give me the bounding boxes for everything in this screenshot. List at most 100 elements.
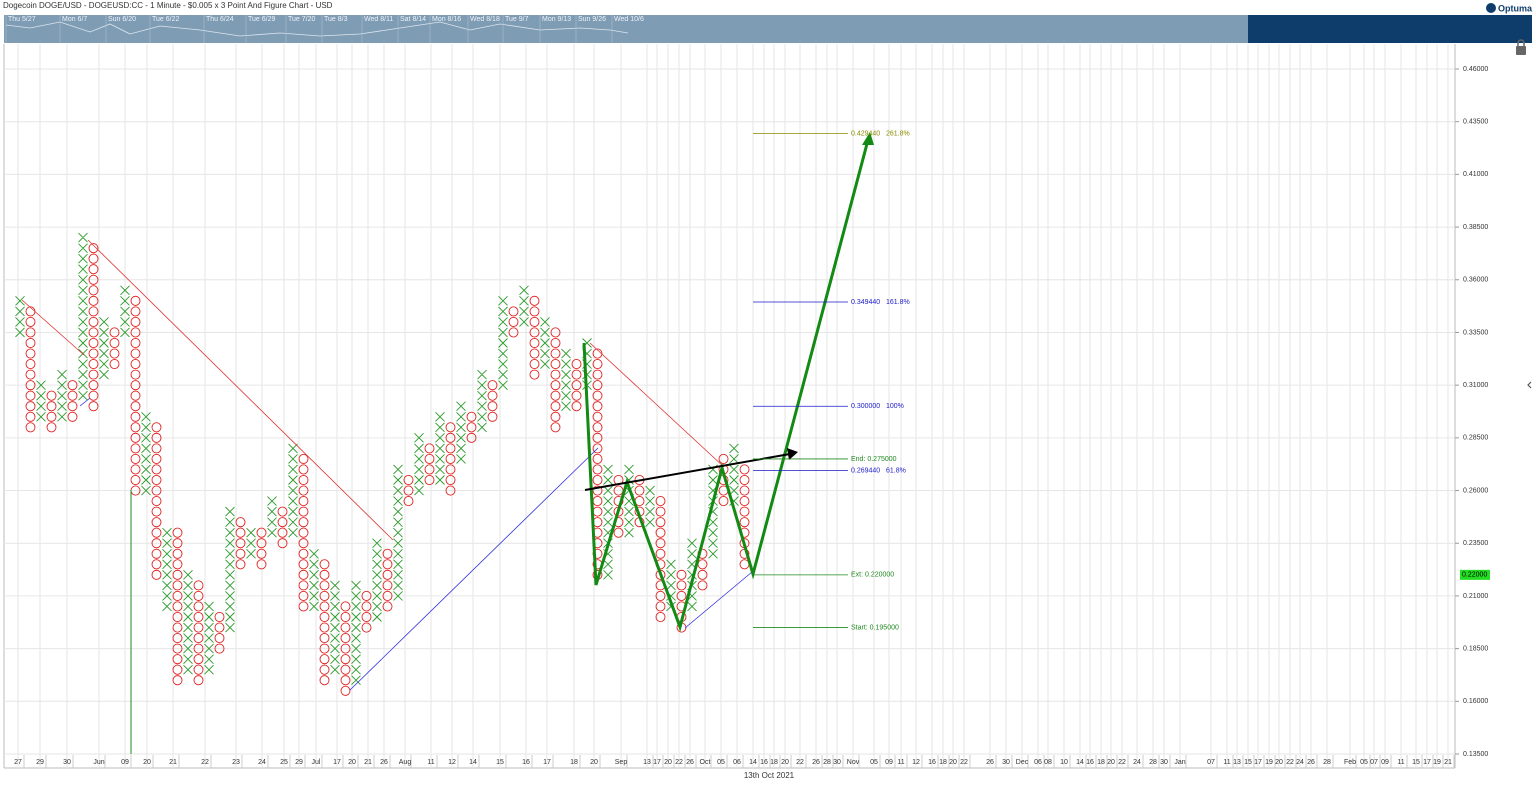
x-tick-label: 20 bbox=[143, 759, 151, 766]
arrow-head bbox=[862, 132, 874, 145]
o-column bbox=[130, 295, 141, 496]
x-tick-label: 30 bbox=[833, 759, 841, 766]
o-column bbox=[46, 390, 57, 433]
x-tick-label: 17 bbox=[1254, 759, 1262, 766]
price-tag-label: 0.22000 bbox=[1462, 572, 1487, 579]
x-tick-label: 20 bbox=[1275, 759, 1283, 766]
trendline bbox=[21, 299, 85, 356]
o-column bbox=[487, 380, 498, 422]
x-tick-label: 26 bbox=[1307, 759, 1315, 766]
x-column bbox=[393, 464, 403, 601]
x-tick-label: 16 bbox=[928, 759, 936, 766]
x-tick-label: 24 bbox=[258, 759, 266, 766]
chart-title: Dogecoin DOGE/USD - DOGEUSD:CC - 1 Minut… bbox=[3, 1, 333, 10]
level-ratio: 100% bbox=[886, 403, 904, 410]
x-tick-label: 11 bbox=[897, 759, 904, 766]
plot bbox=[4, 44, 1455, 768]
x-tick-label: 29 bbox=[295, 759, 303, 766]
x-tick-label: 09 bbox=[1381, 759, 1389, 766]
x-tick-label: Feb bbox=[1344, 759, 1356, 766]
x-tick-label: 14 bbox=[749, 759, 757, 766]
x-tick-label: 22 bbox=[201, 759, 209, 766]
o-column bbox=[613, 475, 624, 538]
x-column bbox=[330, 580, 340, 675]
level-label: Start: 0.195000 bbox=[851, 624, 899, 631]
navigator-label: Tue 7/20 bbox=[288, 16, 315, 23]
x-column bbox=[477, 369, 487, 433]
o-column bbox=[151, 422, 162, 580]
x-tick-label: 15 bbox=[1244, 759, 1252, 766]
x-tick-label: 30 bbox=[1002, 759, 1010, 766]
o-column bbox=[508, 306, 519, 338]
navigator-label: Sat 8/14 bbox=[400, 16, 426, 23]
x-column bbox=[183, 570, 193, 675]
o-column bbox=[277, 506, 288, 549]
date-label: 13th Oct 2021 bbox=[744, 771, 795, 780]
level-label: 0.349440 bbox=[851, 299, 880, 306]
navigator-label: Wed 8/11 bbox=[364, 16, 393, 23]
x-tick-label: 16 bbox=[522, 759, 530, 766]
x-tick-label: 20 bbox=[590, 759, 598, 766]
x-tick-label: 08 bbox=[1044, 759, 1052, 766]
x-column bbox=[204, 601, 214, 675]
x-tick-label: Nov bbox=[847, 759, 860, 766]
x-column bbox=[414, 433, 424, 496]
y-tick-label: 0.46000 bbox=[1463, 66, 1488, 73]
lock-shackle bbox=[1517, 39, 1525, 46]
x-tick-label: 22 bbox=[796, 759, 804, 766]
x-tick-label: 24 bbox=[1133, 759, 1141, 766]
x-column bbox=[99, 317, 109, 380]
y-tick-label: 0.23500 bbox=[1463, 540, 1488, 547]
y-tick-label: 0.18500 bbox=[1463, 645, 1488, 652]
lock-icon[interactable] bbox=[1516, 46, 1526, 55]
x-tick-label: 05 bbox=[870, 759, 878, 766]
x-tick-label: 20 bbox=[664, 759, 672, 766]
navigator-line bbox=[5, 21, 629, 37]
x-tick-label: 12 bbox=[912, 759, 920, 766]
trendline bbox=[349, 447, 599, 691]
navigator-window bbox=[1248, 15, 1532, 43]
arrow-head bbox=[787, 448, 798, 460]
x-tick-label: 20 bbox=[949, 759, 957, 766]
x-tick-label: 26 bbox=[380, 759, 388, 766]
navigator bbox=[4, 15, 1248, 43]
y-tick-label: 0.36000 bbox=[1463, 277, 1488, 284]
x-tick-label: 22 bbox=[675, 759, 683, 766]
x-tick-label: 26 bbox=[986, 759, 994, 766]
x-column bbox=[498, 296, 508, 390]
x-tick-label: 20 bbox=[781, 759, 789, 766]
navigator-label: Mon 9/13 bbox=[542, 16, 571, 23]
level-ratio: 261.8% bbox=[886, 130, 910, 137]
x-tick-label: 06 bbox=[733, 759, 741, 766]
x-tick-label: 17 bbox=[1423, 759, 1431, 766]
navigator-label: Mon 8/16 bbox=[432, 16, 461, 23]
o-column bbox=[550, 327, 561, 433]
x-tick-label: Sep bbox=[615, 759, 628, 766]
navigator-label: Tue 6/29 bbox=[248, 16, 275, 23]
x-tick-label: Jan bbox=[1174, 759, 1185, 766]
trendline bbox=[684, 571, 753, 629]
x-tick-label: 25 bbox=[280, 759, 288, 766]
o-column bbox=[403, 475, 414, 507]
y-tick-label: 0.31000 bbox=[1463, 382, 1488, 389]
annotations bbox=[21, 132, 874, 754]
x-column bbox=[540, 317, 550, 369]
o-column bbox=[445, 422, 456, 496]
x-tick-label: 20 bbox=[1107, 759, 1115, 766]
o-column bbox=[571, 359, 582, 412]
y-tick-label: 0.26000 bbox=[1463, 487, 1488, 494]
x-column bbox=[162, 527, 172, 612]
navigator-label: Sun 6/20 bbox=[108, 16, 136, 23]
collapse-arrow[interactable] bbox=[1527, 381, 1532, 389]
x-tick-label: 09 bbox=[885, 759, 893, 766]
x-tick-label: 15 bbox=[1412, 759, 1420, 766]
o-column bbox=[529, 295, 540, 380]
o-column bbox=[592, 348, 603, 580]
o-column bbox=[382, 548, 393, 612]
x-tick-label: 18 bbox=[770, 759, 778, 766]
x-tick-label: 05 bbox=[717, 759, 725, 766]
o-column bbox=[634, 475, 645, 528]
x-tick-label: Dec bbox=[1016, 759, 1029, 766]
x-column bbox=[603, 464, 613, 580]
x-tick-label: 26 bbox=[686, 759, 694, 766]
